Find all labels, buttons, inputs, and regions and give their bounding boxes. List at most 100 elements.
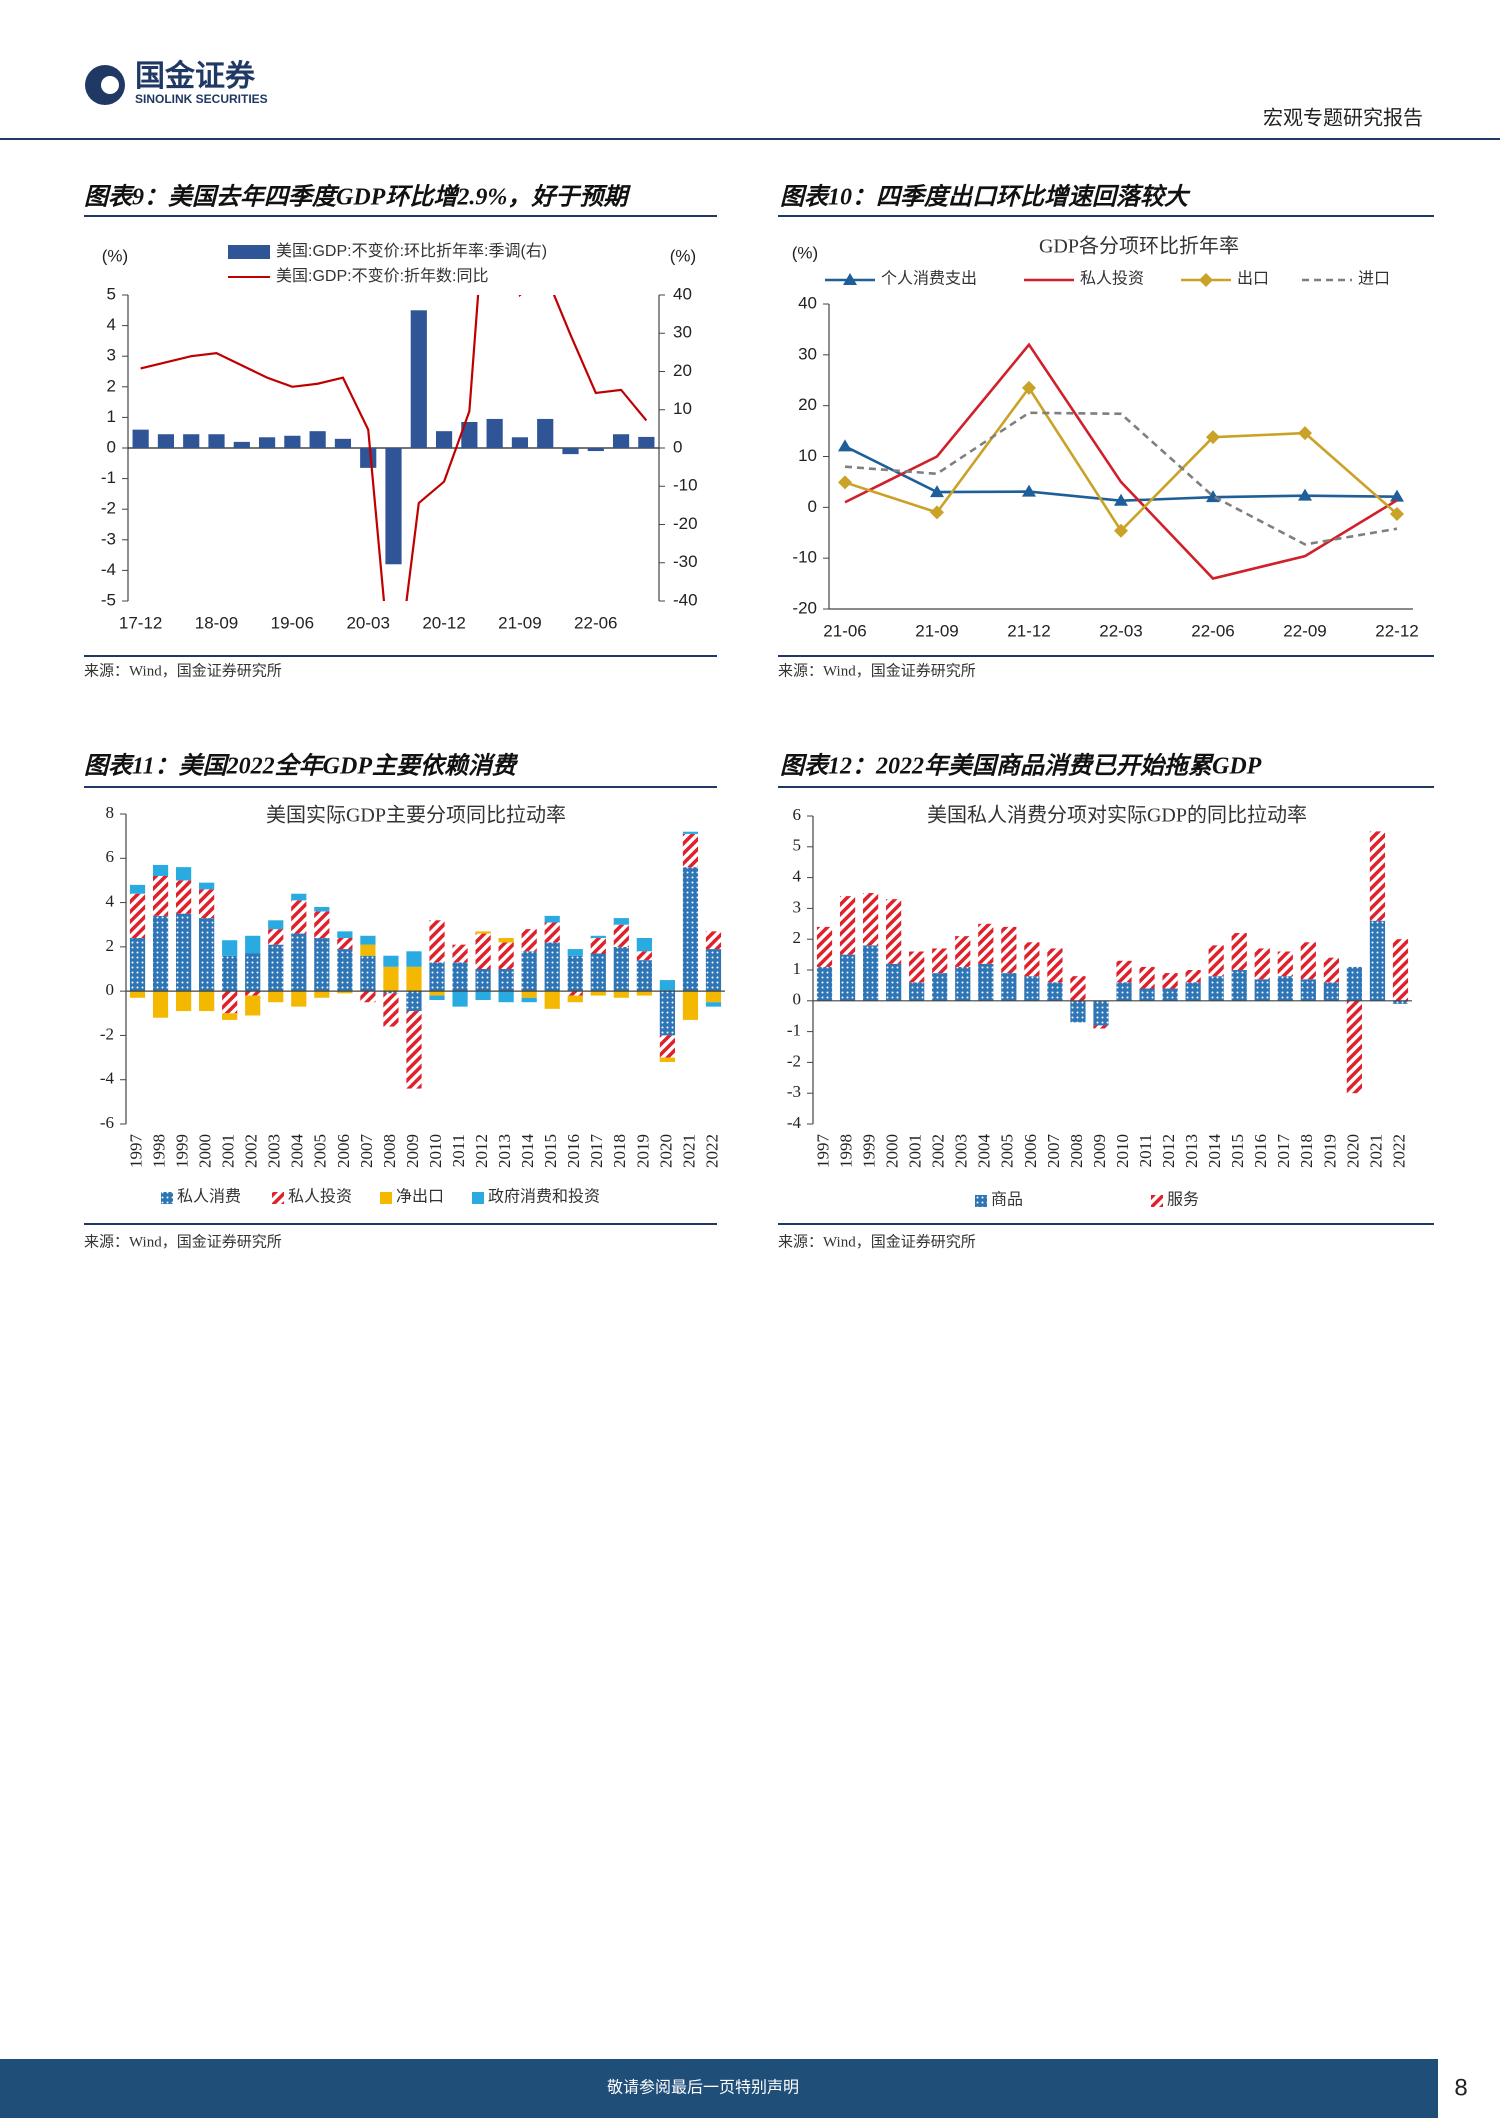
bar-segment [1093,1000,1109,1026]
bar-segment [567,995,583,1003]
x-tick-label: 2004 [288,1134,307,1169]
y-tick-label: 0 [107,437,116,456]
y2-tick-label: -20 [673,514,698,533]
bar-segment [636,951,652,961]
figure-caption: 图表9：美国去年四季度GDP环比增2.9%，好于预期 [84,184,631,211]
y-tick-label: -6 [100,1113,114,1132]
bar-segment [1392,939,1409,1001]
bar-segment [245,953,261,992]
bar-segment [567,991,583,996]
y2-tick-label: -40 [673,590,698,609]
x-tick-label: 2008 [380,1134,399,1168]
bar-segment [498,969,514,992]
bar-segment [406,951,422,967]
bar-segment [1208,976,1224,1001]
x-tick-label: 2011 [449,1134,468,1167]
bar-segment [1392,1000,1409,1004]
bar-segment [175,913,192,992]
y-tick-label: 5 [793,836,802,855]
company-name: 国金证券 [135,59,256,93]
bar-segment [682,991,699,1020]
bar-segment [498,991,514,1003]
marker [930,485,944,498]
y-tick-label: 1 [107,407,116,426]
legend-swatch [161,1192,173,1204]
bar-segment [1116,982,1132,1001]
x-tick-label: 2001 [219,1134,238,1168]
bar-segment [429,920,445,963]
bar-segment [567,955,583,992]
figure-caption: 图表10：四季度出口环比增速回落较大 [780,184,1191,211]
bar-segment [1047,982,1063,1001]
bar-segment [1116,960,1132,983]
bar [612,434,630,448]
bar-segment [932,948,948,974]
bar [461,421,478,448]
bar-segment [1139,988,1155,1001]
legend-swatch [380,1192,392,1204]
bar-segment [1185,970,1201,983]
inner-title: 美国实际GDP主要分项同比拉动率 [266,804,566,827]
bar-segment [152,876,169,916]
legend-swatch [1151,1195,1163,1207]
y-tick-label: 3 [107,346,116,365]
bar-segment [682,867,699,992]
x-tick-label: 2002 [242,1134,261,1168]
x-tick-label: 2002 [929,1134,948,1168]
bar-segment [152,915,169,992]
page-number: 8 [1454,2074,1467,2101]
bar-segment [590,935,606,938]
legend-swatch [228,245,270,259]
bar-segment [360,955,376,992]
figure-source: 来源：Wind，国金证券研究所 [84,662,282,679]
bar-segment [659,991,676,1036]
bar-segment [932,973,948,1001]
bar-segment [567,949,583,956]
y-tick-label: -4 [100,1069,115,1088]
figure-caption: 图表11：美国2022全年GDP主要依赖消费 [84,753,519,780]
bar-segment [839,896,856,955]
bar [410,310,427,448]
bar-segment [383,955,399,967]
bar-segment [291,991,307,1007]
y-tick-label: 40 [798,293,817,312]
bar-segment [429,962,445,992]
x-tick-label: 2012 [1159,1134,1178,1168]
y-tick-label: 0 [808,497,817,516]
y-tick-label: -20 [792,598,817,617]
bar-segment [1277,951,1293,977]
bar-segment [1139,966,1155,989]
bar-segment [222,955,238,992]
x-tick-label: 2014 [518,1134,537,1169]
x-tick-label: 22-09 [1283,621,1326,640]
bar-segment [291,900,307,934]
x-tick-label: 2010 [1113,1134,1132,1168]
x-tick-label: 2022 [1389,1134,1408,1168]
bar-segment [521,951,537,992]
x-tick-label: 22-06 [1191,621,1234,640]
x-tick-label: 2012 [472,1134,491,1168]
y-axis-label: (%) [792,243,818,262]
bar-segment [862,893,879,946]
bar-segment [337,931,353,938]
bar-segment [682,831,699,834]
bar-segment [152,991,169,1018]
bar-segment [498,942,514,969]
bar [157,434,175,448]
bar-segment [682,833,699,868]
bar-segment [152,864,169,876]
bar-segment [429,995,445,1000]
bar-segment [886,963,902,1001]
bar-segment [613,946,629,992]
inner-title: GDP各分项环比折年率 [1039,235,1239,258]
y-tick-label: 3 [793,897,802,916]
y-tick-label: 8 [106,803,115,822]
bar-segment [1346,1000,1363,1094]
bar [486,418,503,448]
bar-segment [452,962,468,992]
marker [843,273,857,285]
bar-segment [705,949,722,992]
x-tick-label: 2008 [1067,1134,1086,1168]
bar-segment [245,995,261,1016]
bar-segment [1001,926,1017,974]
